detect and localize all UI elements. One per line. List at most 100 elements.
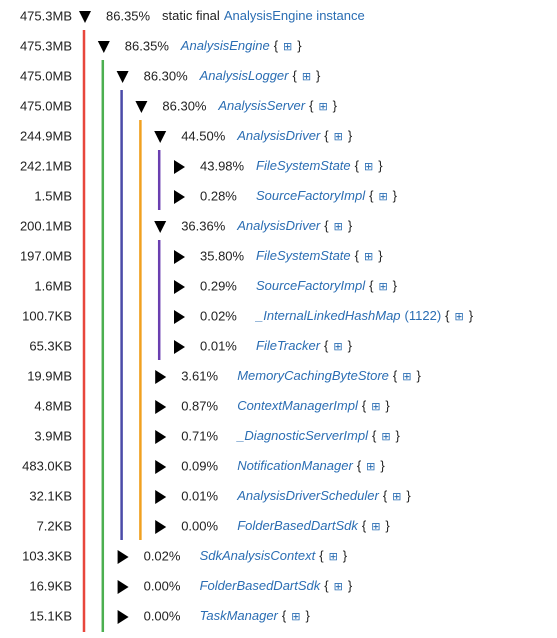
- node-label: SourceFactoryImpl{⊞}: [256, 278, 398, 293]
- expand-toggle[interactable]: [174, 190, 185, 204]
- percent: 0.29%: [200, 278, 237, 293]
- expand-icon[interactable]: ⊞: [371, 401, 380, 413]
- expand-toggle[interactable]: [174, 340, 185, 354]
- expand-toggle[interactable]: [155, 490, 167, 504]
- retained-size: 475.0MB: [20, 68, 72, 83]
- expand-icon[interactable]: ⊞: [378, 191, 387, 203]
- percent: 0.01%: [181, 488, 218, 503]
- expand-toggle[interactable]: [155, 460, 167, 474]
- class-name[interactable]: MemoryCachingByteStore: [237, 368, 389, 383]
- expand-toggle[interactable]: [174, 280, 185, 294]
- brace: {: [369, 188, 374, 203]
- collapse-toggle[interactable]: [97, 41, 110, 53]
- retained-size: 3.9MB: [34, 428, 72, 443]
- expand-icon[interactable]: ⊞: [366, 461, 375, 473]
- class-name[interactable]: ContextManagerImpl: [237, 398, 359, 413]
- expand-icon[interactable]: ⊞: [392, 491, 401, 503]
- brace: }: [406, 488, 411, 503]
- brace: }: [333, 98, 338, 113]
- percent: 44.50%: [181, 128, 226, 143]
- brace: {: [324, 128, 329, 143]
- expand-icon[interactable]: ⊞: [291, 611, 300, 623]
- expand-icon[interactable]: ⊞: [364, 161, 373, 173]
- brace: }: [469, 308, 474, 323]
- percent: 35.80%: [200, 248, 245, 263]
- expand-icon[interactable]: ⊞: [381, 431, 390, 443]
- retained-size: 483.0KB: [22, 458, 72, 473]
- expand-icon[interactable]: ⊞: [378, 281, 387, 293]
- class-name[interactable]: FileSystemState: [256, 248, 351, 263]
- node-label: NotificationManager {⊞}: [237, 458, 385, 473]
- expand-toggle[interactable]: [174, 310, 185, 324]
- expand-toggle[interactable]: [117, 550, 129, 564]
- brace: }: [343, 548, 348, 563]
- expand-icon[interactable]: ⊞: [283, 41, 292, 53]
- class-name[interactable]: AnalysisLogger: [199, 68, 290, 83]
- expand-icon[interactable]: ⊞: [302, 71, 311, 83]
- class-name[interactable]: _InternalLinkedHashMap: [254, 308, 401, 323]
- class-name[interactable]: AnalysisServer: [217, 98, 305, 113]
- brace: }: [393, 278, 398, 293]
- class-name[interactable]: FileSystemState: [256, 158, 351, 173]
- class-name[interactable]: _DiagnosticServerImpl: [235, 428, 369, 443]
- percent: 0.71%: [181, 428, 218, 443]
- class-name[interactable]: AnalysisDriver: [236, 218, 321, 233]
- collapse-toggle[interactable]: [154, 131, 167, 143]
- node-label: AnalysisDriverScheduler {⊞}: [236, 488, 411, 503]
- brace: {: [362, 398, 367, 413]
- class-name[interactable]: AnalysisEngine: [180, 38, 270, 53]
- guide-lines: [82, 30, 161, 632]
- percent: 0.00%: [144, 578, 181, 593]
- expand-icon[interactable]: ⊞: [455, 311, 464, 323]
- expand-toggle[interactable]: [117, 610, 129, 624]
- expand-icon[interactable]: ⊞: [318, 101, 327, 113]
- collapse-toggle[interactable]: [135, 101, 148, 113]
- retained-size: 16.9KB: [29, 578, 72, 593]
- percent: 0.28%: [200, 188, 237, 203]
- expand-toggle[interactable]: [174, 160, 185, 174]
- class-name[interactable]: SdkAnalysisContext: [200, 548, 317, 563]
- node-label: _InternalLinkedHashMap (1122){⊞}: [254, 308, 474, 323]
- expand-toggle[interactable]: [117, 580, 129, 594]
- retained-size: 197.0MB: [20, 248, 72, 263]
- collapse-toggle[interactable]: [79, 11, 91, 23]
- expand-icon[interactable]: ⊞: [329, 551, 338, 563]
- expand-icon[interactable]: ⊞: [334, 221, 343, 233]
- retained-size: 7.2KB: [37, 518, 72, 533]
- expand-toggle[interactable]: [155, 430, 167, 444]
- node-label: FileSystemState {⊞}: [256, 158, 383, 173]
- node-label: FolderBasedDartSdk{⊞}: [237, 518, 390, 533]
- class-name[interactable]: AnalysisDriver: [236, 128, 321, 143]
- brace: }: [385, 398, 390, 413]
- collapse-toggle[interactable]: [154, 221, 167, 233]
- brace: {: [324, 338, 329, 353]
- expand-toggle[interactable]: [155, 370, 167, 384]
- class-name[interactable]: FolderBasedDartSdk: [237, 518, 359, 533]
- class-name[interactable]: AnalysisEngine instance: [224, 8, 365, 23]
- percent: 3.61%: [181, 368, 218, 383]
- collapse-toggle[interactable]: [116, 71, 129, 83]
- expand-icon[interactable]: ⊞: [364, 251, 373, 263]
- brace: }: [378, 158, 383, 173]
- expand-icon[interactable]: ⊞: [333, 341, 342, 353]
- node-label: ContextManagerImpl{ ⊞}: [237, 398, 390, 413]
- expand-toggle[interactable]: [155, 400, 167, 414]
- retained-size: 15.1KB: [29, 608, 72, 623]
- expand-toggle[interactable]: [174, 250, 185, 264]
- expand-icon[interactable]: ⊞: [334, 581, 343, 593]
- class-name[interactable]: SourceFactoryImpl: [256, 278, 366, 293]
- expand-toggle[interactable]: [155, 520, 167, 534]
- expand-icon[interactable]: ⊞: [402, 371, 411, 383]
- node-label: SdkAnalysisContext{⊞}: [200, 548, 348, 563]
- expand-icon[interactable]: ⊞: [371, 521, 380, 533]
- class-name[interactable]: FolderBasedDartSdk: [200, 578, 322, 593]
- expand-icon[interactable]: ⊞: [334, 131, 343, 143]
- class-name[interactable]: SourceFactoryImpl: [256, 188, 366, 203]
- instance-count[interactable]: (1122): [405, 308, 442, 323]
- class-name[interactable]: NotificationManager: [237, 458, 353, 473]
- class-name[interactable]: AnalysisDriverScheduler: [236, 488, 379, 503]
- class-name[interactable]: TaskManager: [200, 608, 279, 623]
- class-name[interactable]: FileTracker: [256, 338, 321, 353]
- retained-size: 242.1MB: [20, 158, 72, 173]
- modifier: static final: [162, 8, 220, 23]
